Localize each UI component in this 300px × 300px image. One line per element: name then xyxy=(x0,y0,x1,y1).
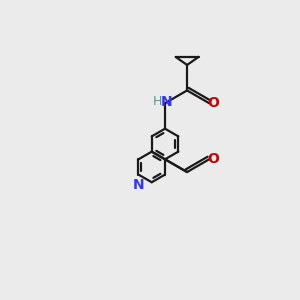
Text: N: N xyxy=(161,95,172,109)
Circle shape xyxy=(204,98,214,109)
Circle shape xyxy=(204,154,214,165)
Text: O: O xyxy=(208,152,220,166)
Circle shape xyxy=(160,98,170,109)
Text: H: H xyxy=(153,95,162,108)
Text: O: O xyxy=(208,96,220,110)
Text: N: N xyxy=(133,178,144,192)
Circle shape xyxy=(133,169,144,180)
